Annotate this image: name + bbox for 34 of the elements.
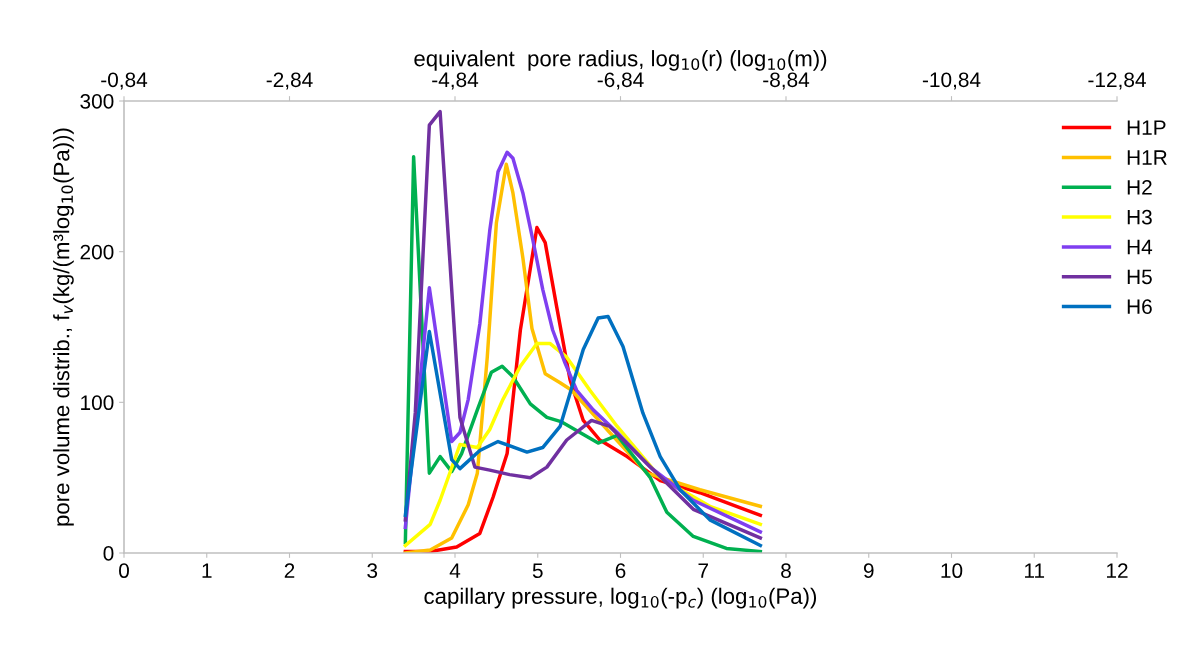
legend-label: H6 — [1127, 299, 1152, 315]
y-tick-label: 0 — [103, 546, 114, 561]
x2-tick-label: -6,84 — [597, 72, 644, 90]
y-tick-label: 300 — [80, 94, 114, 109]
x-tick-label: 10 — [941, 563, 963, 579]
legend-label: H3 — [1127, 209, 1152, 225]
x-tick-label: 9 — [863, 563, 874, 579]
x-tick-label: 0 — [119, 563, 129, 579]
x2-tick-label: -10,84 — [922, 72, 981, 90]
x-tick-label: 1 — [202, 563, 212, 578]
legend-label: H2 — [1127, 179, 1152, 195]
y-axis-title: pore volume distrib., f$_{v}$(kg/(m³log$_{10}$(Pa))) — [53, 128, 74, 526]
x-tick-label: 11 — [1025, 563, 1045, 578]
legend-label: H1R — [1127, 150, 1167, 165]
x-tick-label: 7 — [698, 563, 708, 578]
x-tick-label: 6 — [615, 563, 626, 579]
x-tick-label: 4 — [449, 563, 461, 578]
legend-label: H1P — [1127, 120, 1166, 135]
x-axis-title: capillary pressure, log$_{10}$(-p$_{c}$) (log$_{10}$(Pa)) — [424, 587, 817, 609]
x-tick-label: 2 — [284, 563, 295, 578]
x2-tick-label: -8,84 — [763, 72, 810, 90]
x2-tick-label: -4,84 — [432, 72, 479, 90]
y-tick-label: 100 — [81, 395, 114, 411]
legend-label: H4 — [1127, 239, 1153, 255]
x2-tick-label: -12,84 — [1088, 72, 1146, 90]
x-tick-label: 8 — [781, 563, 791, 579]
x-tick-label: 3 — [367, 563, 378, 579]
legend-label: H5 — [1127, 269, 1152, 285]
x-tick-label: 5 — [532, 563, 543, 579]
x2-tick-label: -2,84 — [266, 72, 313, 90]
y-tick-label: 200 — [80, 244, 114, 260]
x-tick-label: 12 — [1107, 563, 1128, 578]
x2-axis-title: equivalent pore radius, log$_{10}$(r) (log$_{10}$(m)) — [414, 50, 827, 71]
x2-tick-label: -0,84 — [101, 72, 148, 90]
